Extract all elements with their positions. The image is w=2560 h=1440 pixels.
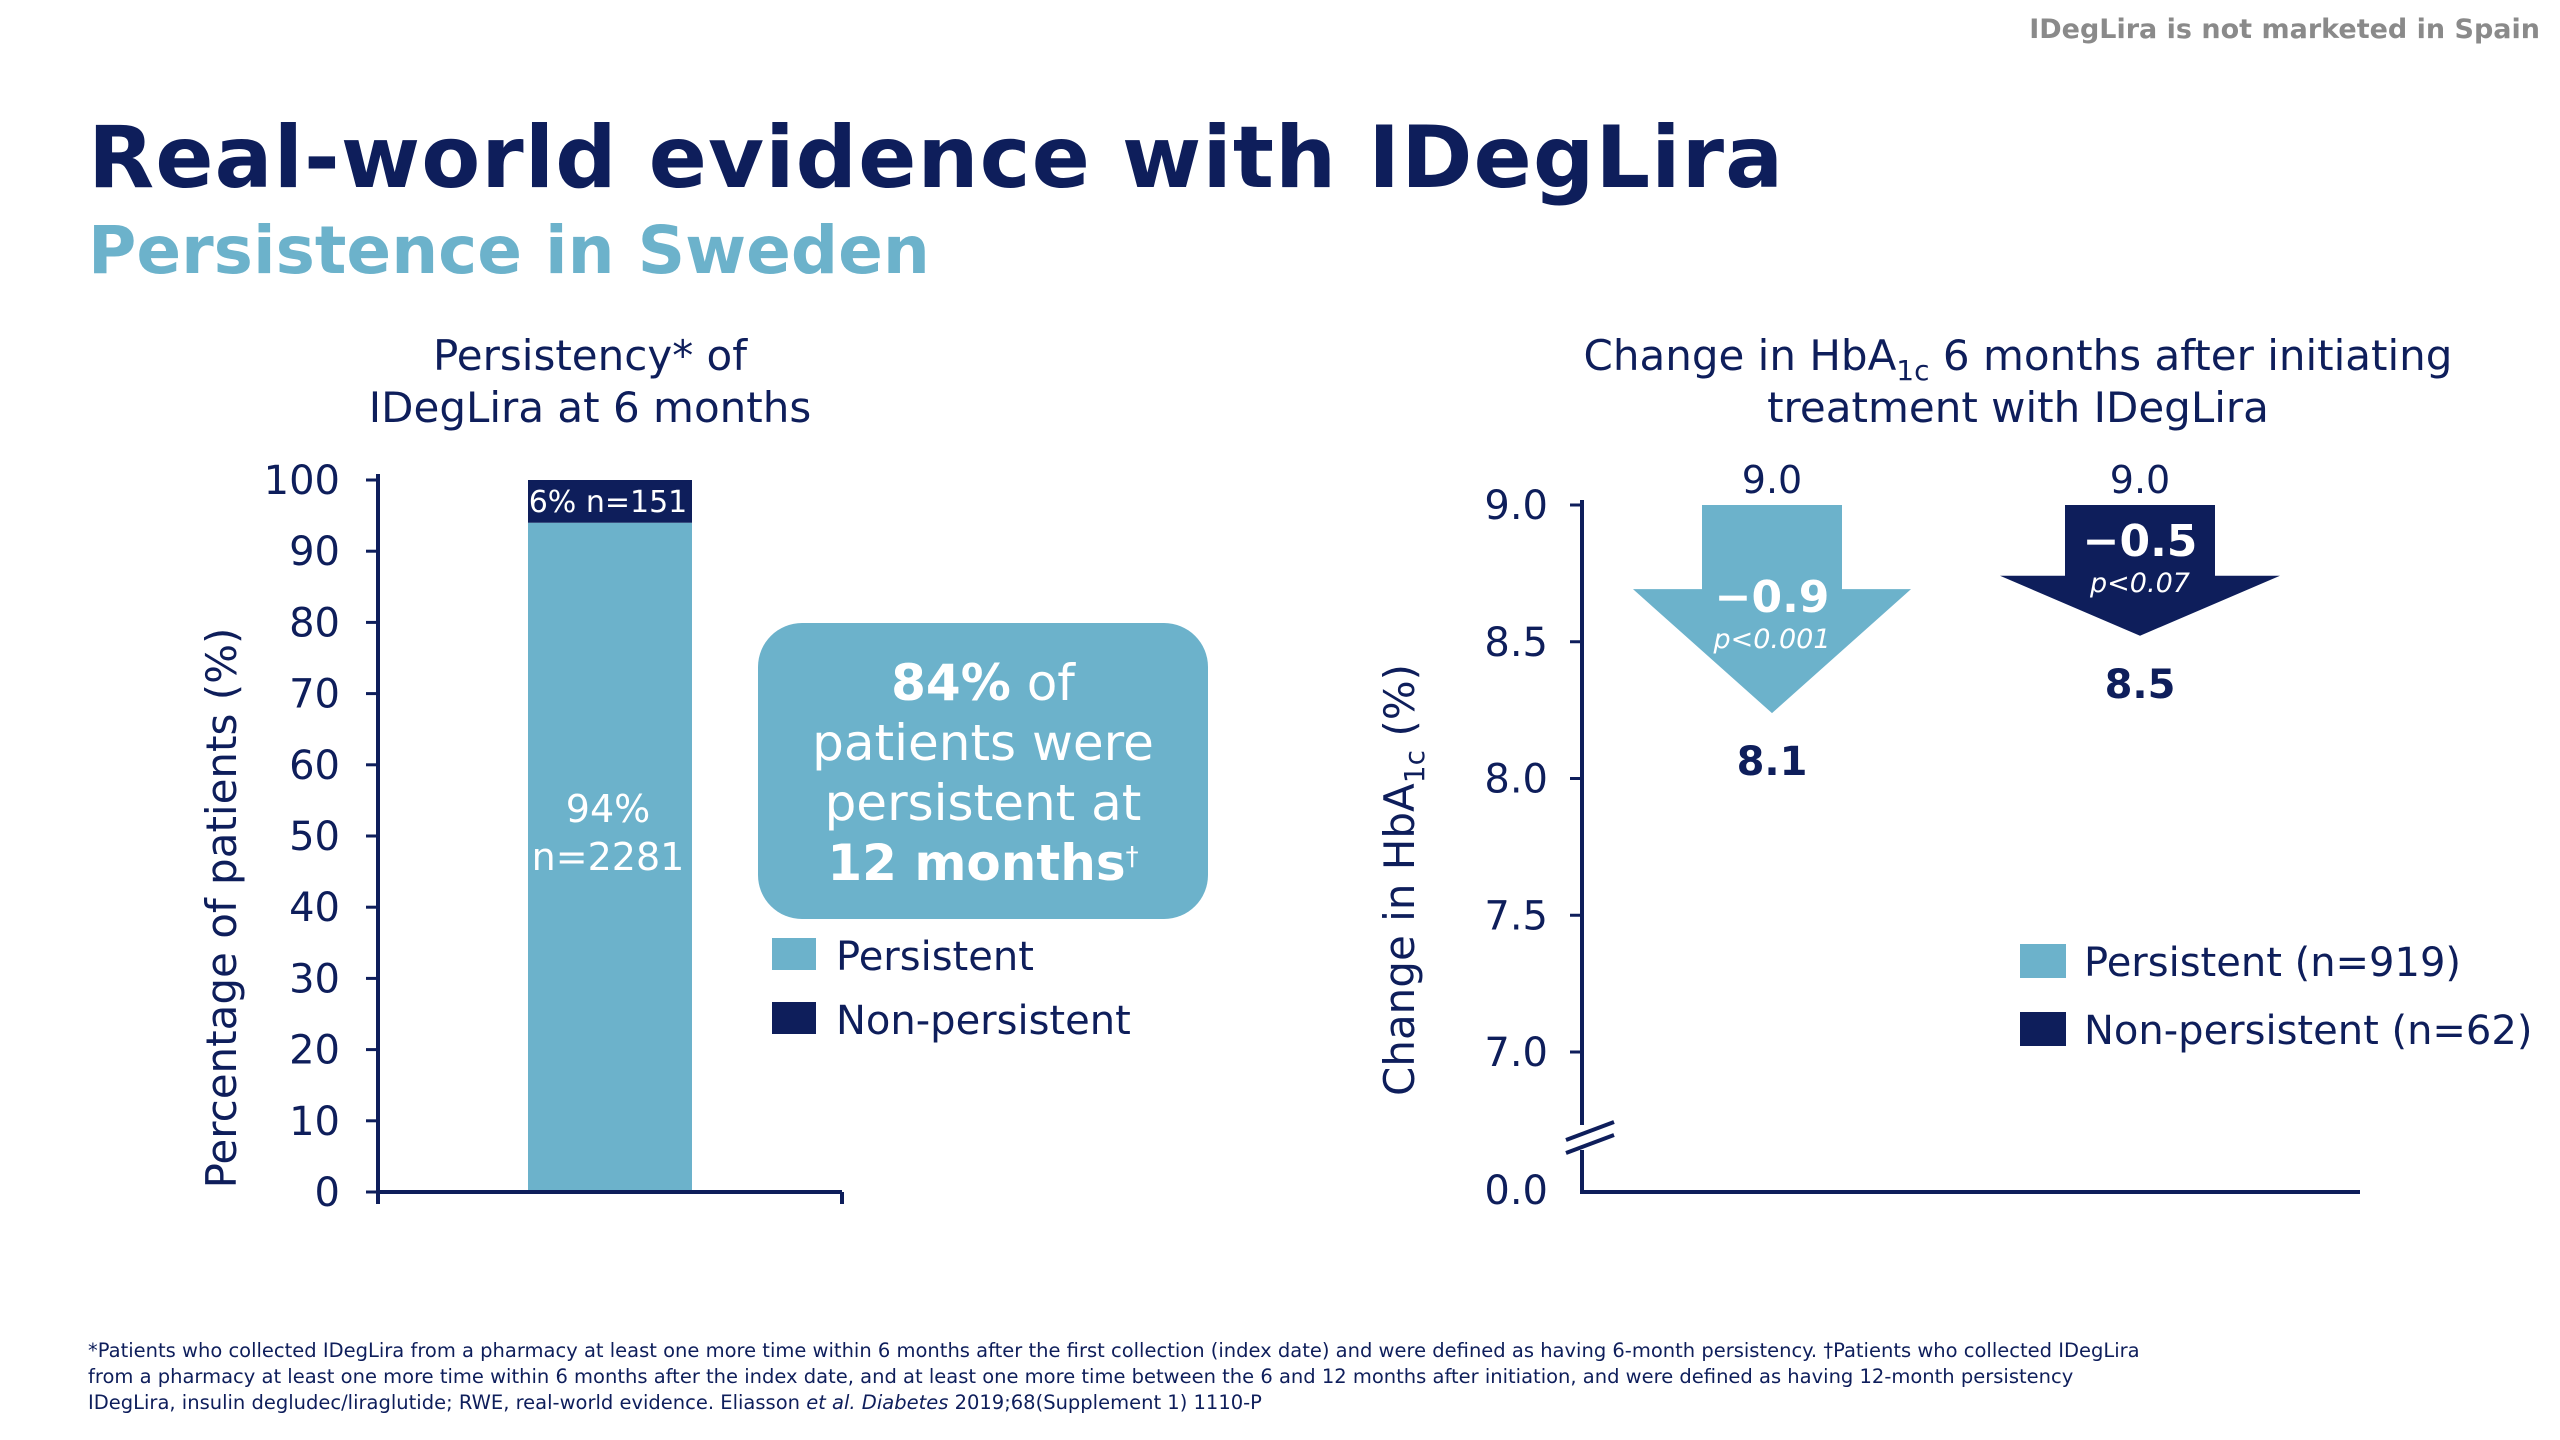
right-chart-ylabel: Change in HbA1c (%) [1375,664,1431,1096]
non-persistent-bar-label: 6% n=151 [529,485,688,520]
persistent-bar [528,522,692,1192]
callout-line4: 12 months [827,834,1126,892]
callout-line2: patients were [812,714,1154,772]
left-tick-label: 60 [289,743,340,789]
left-bars [528,480,692,1192]
callout-dagger: † [1125,842,1139,872]
arrow-start-label: 9.0 [2110,458,2170,502]
arrow-start-label: 9.0 [1742,458,1802,502]
persistent-bar-label-pct: 94% [566,787,650,831]
arrow-change-label: −0.5 [2083,516,2198,567]
right-chart-title-line2: treatment with IDegLira [1767,383,2269,432]
arrow-end-label: 8.1 [1737,739,1808,785]
left-tick-label: 40 [289,885,340,931]
footnote-line3: IDegLira, insulin degludec/liraglutide; … [88,1391,1262,1414]
left-tick-label: 70 [289,672,340,718]
left-tick-label: 10 [289,1099,340,1145]
legend-swatch-non-persistent-62 [2020,1012,2066,1046]
callout-line3: persistent at [824,774,1142,832]
non-persistent-bar [528,480,692,523]
footnote-line1: *Patients who collected IDegLira from a … [88,1339,2140,1362]
right-tick-label: 7.0 [1484,1030,1548,1076]
right-tick-label: 8.0 [1484,757,1548,803]
arrow-change-label: −0.9 [1715,572,1830,623]
arrow-p-value: p<0.001 [1712,624,1830,655]
legend-label-persistent-919: Persistent (n=919) [2084,940,2461,986]
legend-swatch-persistent [772,938,816,970]
left-chart-title-line1: Persistency* of [433,331,748,380]
legend-swatch-non-persistent [772,1002,816,1034]
left-tick-label: 20 [289,1028,340,1074]
right-tick-label: 7.5 [1484,893,1548,939]
footnote-line2: from a pharmacy at least one more time w… [88,1365,2074,1388]
left-tick-label: 90 [289,529,340,575]
left-y-ticks: 0 10 20 30 40 50 60 70 80 90 100 [264,458,380,1216]
arrow-end-label: 8.5 [2105,662,2176,708]
left-tick-label: 30 [289,956,340,1002]
left-tick-label: 0 [315,1170,340,1216]
left-tick-label: 50 [289,814,340,860]
right-chart-title-line1: Change in HbA1c 6 months after initiatin… [1584,331,2453,387]
right-arrows: 9.0 −0.9p<0.001 8.1 9.0 −0.5p<0.07 8.5 [1633,458,2280,785]
left-tick-label: 80 [289,600,340,646]
hba1c-change-chart: Change in HbA1c 6 months after initiatin… [1375,331,2532,1214]
legend-swatch-persistent-919 [2020,944,2066,978]
footnotes: *Patients who collected IDegLira from a … [88,1338,2508,1416]
page-title: Real-world evidence with IDegLira [88,108,1785,208]
left-chart-ylabel: Percentage of patients (%) [197,628,246,1189]
page-subtitle: Persistence in Sweden [88,212,930,289]
legend-label-persistent: Persistent [836,934,1034,980]
right-tick-label: 8.5 [1484,620,1548,666]
persistent-change-arrow [1633,505,1911,714]
right-tick-label: 0.0 [1484,1168,1548,1214]
left-tick-label: 100 [264,458,340,504]
right-y-ticks: 0.0 7.0 7.5 8.0 8.5 9.0 [1484,483,1584,1214]
arrow-p-value: p<0.07 [2089,568,2190,599]
legend-label-non-persistent: Non-persistent [836,998,1131,1044]
right-tick-label: 9.0 [1484,483,1548,529]
persistent-bar-label-n: n=2281 [532,835,685,879]
persistence-12-months-callout: 84% of patients were persistent at 12 mo… [758,623,1208,919]
callout-of: of [1010,654,1075,712]
not-marketed-notice: IDegLira is not marketed in Spain [2029,14,2540,45]
persistency-chart: Persistency* of IDegLira at 6 months Per… [197,331,1131,1216]
legend-label-non-persistent-62: Non-persistent (n=62) [2084,1008,2532,1054]
non-persistent-change-arrow [2000,505,2280,636]
left-chart-title-line2: IDegLira at 6 months [369,383,811,432]
callout-percent: 84% [891,654,1011,712]
axis-break-icon [1565,1120,1615,1155]
